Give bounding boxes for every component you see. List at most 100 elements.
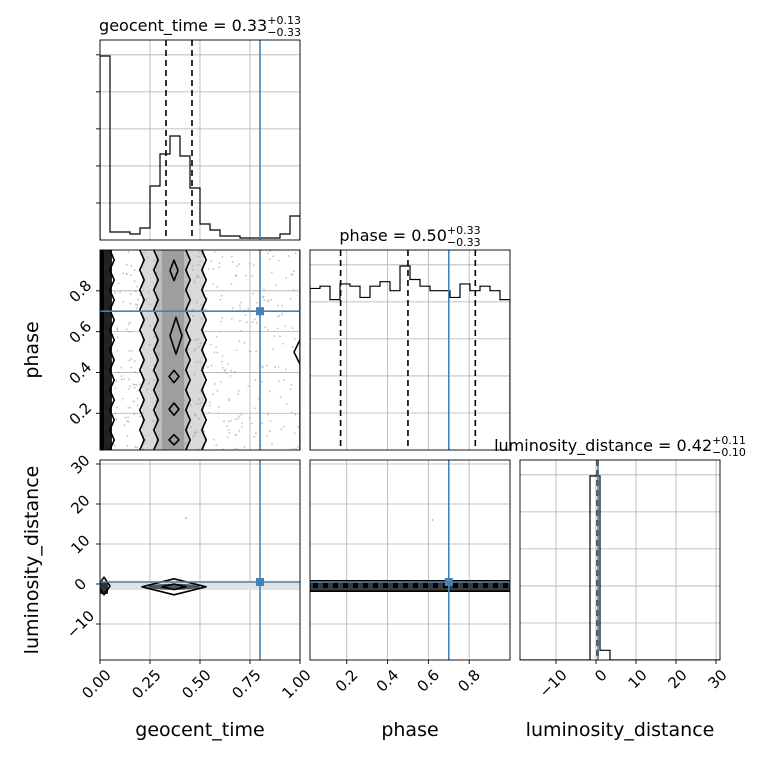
density-cell	[423, 582, 428, 588]
sample-point	[267, 328, 270, 331]
sample-point	[228, 399, 230, 402]
sample-point	[230, 255, 233, 258]
title-value: luminosity_distance = 0.42	[494, 436, 712, 456]
sample-point	[285, 277, 288, 279]
sample-point	[296, 445, 299, 448]
sample-point	[156, 344, 159, 347]
y-axis-title-luminosity_distance: luminosity_distance	[21, 466, 43, 655]
sample-point	[221, 360, 224, 363]
sample-point	[146, 256, 149, 259]
sample-point	[165, 325, 168, 328]
sample-point	[135, 307, 138, 310]
panel-frame	[99, 39, 301, 241]
x-tick-label-phase: 0.2	[332, 666, 362, 696]
panel-title-geocent_time: geocent_time = 0.33+0.13 −0.33	[99, 14, 301, 39]
x-tick-label-luminosity_distance: 30	[705, 666, 731, 692]
sample-point	[195, 276, 198, 279]
contour-phase-luminosity_distance	[310, 579, 510, 593]
sample-point	[178, 301, 181, 303]
sample-point	[266, 300, 269, 303]
sample-point	[113, 444, 116, 447]
sample-point	[212, 438, 215, 441]
sample-point	[178, 368, 180, 371]
sample-point	[284, 325, 286, 328]
sample-point	[194, 339, 197, 342]
sample-point	[133, 269, 136, 272]
sample-point	[270, 298, 273, 301]
sample-point	[127, 250, 130, 253]
sample-point	[232, 261, 234, 264]
sample-point	[235, 349, 238, 352]
sample-point	[143, 289, 145, 292]
sample-point	[282, 342, 284, 345]
sample-point	[230, 419, 232, 422]
sample-point	[195, 431, 198, 433]
sample-point	[256, 301, 259, 304]
sample-point	[137, 298, 140, 301]
sample-point	[238, 263, 241, 266]
truth-geocent_time-luminosity_distance	[100, 460, 300, 660]
panel-frame	[519, 459, 721, 661]
sample-point	[164, 292, 167, 295]
sample-point	[261, 366, 264, 369]
sample-point	[221, 366, 224, 369]
sample-point	[254, 378, 257, 381]
sample-point	[116, 327, 119, 330]
sample-point	[266, 435, 269, 438]
sample-point	[272, 348, 274, 350]
sample-point	[275, 284, 277, 287]
density-cell	[363, 582, 368, 588]
x-tick-label-geocent_time: 0.75	[228, 666, 264, 702]
sample-point	[128, 331, 131, 333]
sample-point	[200, 285, 203, 287]
y-tick-label-luminosity_distance: 30	[67, 451, 93, 477]
density-cell	[373, 582, 378, 588]
sample-point	[167, 259, 170, 262]
sample-point	[271, 443, 273, 446]
panel-frame	[309, 249, 511, 451]
sample-point	[283, 425, 286, 428]
sample-point	[240, 413, 243, 416]
sample-point	[237, 392, 240, 395]
sample-point	[178, 398, 181, 401]
sample-point	[239, 307, 242, 310]
sample-point	[262, 295, 265, 298]
sample-point	[114, 291, 117, 294]
sample-point	[200, 304, 203, 306]
sample-point	[291, 274, 294, 277]
sample-point	[136, 285, 139, 288]
sample-point	[212, 282, 214, 285]
sample-point	[182, 259, 185, 262]
sample-point	[115, 380, 118, 383]
sample-point	[160, 437, 163, 440]
sample-point	[279, 396, 282, 399]
sample-point	[191, 308, 194, 311]
sample-point	[136, 404, 139, 407]
contour-line	[184, 250, 192, 450]
sample-point	[291, 346, 294, 349]
sample-point	[116, 329, 119, 331]
sample-point	[194, 347, 197, 350]
sample-point	[155, 272, 158, 275]
density-band	[299, 250, 300, 450]
sample-point	[175, 365, 178, 368]
x-tick-label-luminosity_distance: −10	[536, 666, 571, 701]
panel-frame	[99, 249, 301, 451]
sample-point	[277, 259, 280, 262]
sample-point	[240, 425, 243, 428]
sample-point	[216, 390, 219, 392]
sample-point	[220, 381, 222, 383]
sample-point	[134, 446, 137, 448]
sample-point	[123, 377, 125, 380]
sample-point	[182, 264, 184, 267]
sample-point	[265, 364, 268, 367]
x-axis-title-geocent_time: geocent_time	[135, 719, 264, 741]
sample-point	[193, 281, 196, 284]
sample-point	[223, 420, 225, 423]
sample-point	[228, 398, 230, 400]
sample-point	[251, 275, 254, 278]
truth-marker	[256, 578, 264, 586]
sample-point	[121, 397, 124, 400]
sample-point	[263, 299, 266, 301]
truth-marker	[256, 307, 264, 316]
